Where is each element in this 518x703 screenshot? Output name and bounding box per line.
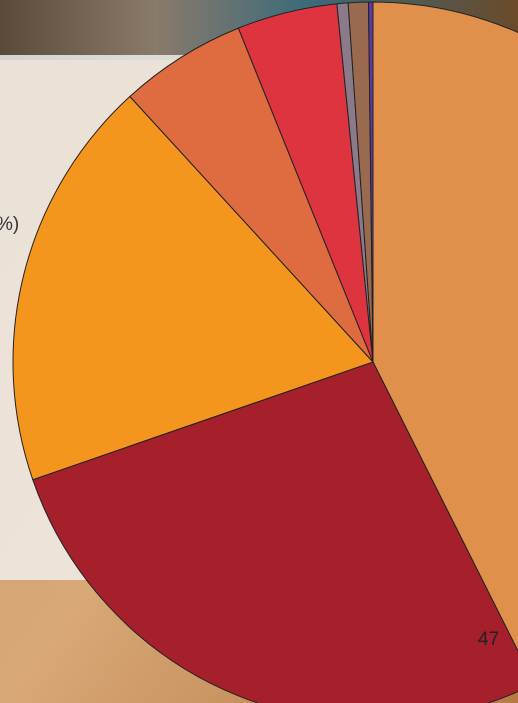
- chart: %) 47: [0, 0, 518, 703]
- page-number: 47: [478, 629, 499, 650]
- page: %) 47 (() => { const data = JSON.parse(d…: [0, 0, 518, 703]
- chart-title: %): [0, 214, 19, 235]
